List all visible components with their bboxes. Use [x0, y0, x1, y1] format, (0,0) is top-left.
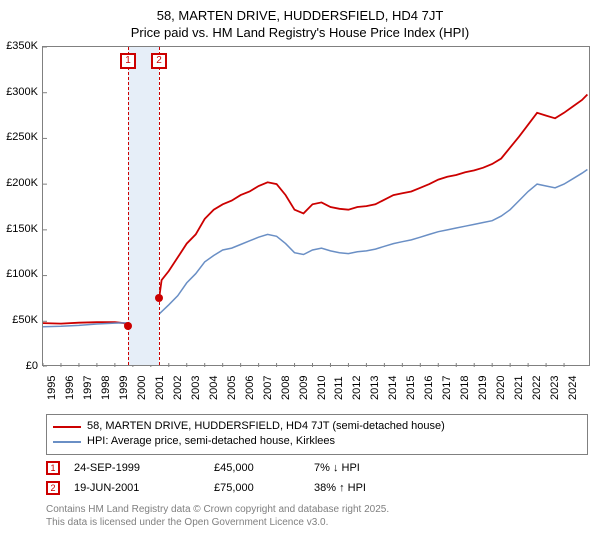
y-tick-label: £300K: [6, 86, 38, 98]
x-tick-label: 1995: [46, 375, 58, 399]
sale-price: £75,000: [214, 482, 314, 494]
legend-swatch: [53, 441, 81, 443]
y-tick-label: £250K: [6, 131, 38, 143]
x-tick-label: 2011: [333, 376, 345, 400]
y-tick-label: £100K: [6, 268, 38, 280]
y-tick-label: £150K: [6, 223, 38, 235]
y-tick-label: £0: [26, 360, 38, 372]
sale-dot-2: [155, 294, 163, 302]
series-hpi: [43, 169, 587, 326]
sale-row-1: 1 24-SEP-1999£45,0007% ↓ HPI: [46, 461, 600, 475]
plot-region: 12: [42, 46, 590, 366]
x-tick-label: 2010: [316, 375, 328, 399]
plot-svg: [43, 47, 591, 367]
x-tick-label: 2015: [405, 375, 417, 399]
x-tick-label: 2014: [387, 375, 399, 399]
x-tick-label: 2016: [423, 375, 435, 399]
footer-line1: Contains HM Land Registry data © Crown c…: [46, 503, 600, 516]
x-tick-label: 2020: [495, 375, 507, 399]
footer-line2: This data is licensed under the Open Gov…: [46, 516, 600, 529]
y-tick-label: £350K: [6, 40, 38, 52]
x-axis: 1995 1996 1997 1998 1999 2000 2001 2002 2003 2004…: [42, 366, 590, 406]
x-tick-label: 2004: [208, 375, 220, 399]
sale-row-marker: 1: [46, 461, 60, 475]
sale-vline-1: [128, 47, 129, 365]
x-tick-label: 2021: [513, 375, 525, 399]
x-tick-label: 2003: [190, 375, 202, 399]
y-tick-label: £50K: [12, 314, 38, 326]
sale-period-band: [128, 47, 159, 365]
x-tick-label: 2006: [244, 375, 256, 399]
x-tick-label: 2018: [459, 375, 471, 399]
legend: 58, MARTEN DRIVE, HUDDERSFIELD, HD4 7JT …: [46, 414, 588, 455]
sale-price: £45,000: [214, 462, 314, 474]
sale-marker-2: 2: [151, 53, 167, 69]
x-tick-label: 1998: [100, 375, 112, 399]
sale-marker-1: 1: [120, 53, 136, 69]
legend-row: 58, MARTEN DRIVE, HUDDERSFIELD, HD4 7JT …: [53, 419, 581, 434]
chart-area: £0£50K£100K£150K£200K£250K£300K£350K 12 …: [0, 46, 592, 366]
legend-swatch: [53, 426, 81, 428]
sale-dot-1: [124, 322, 132, 330]
legend-label: HPI: Average price, semi-detached house,…: [87, 434, 335, 449]
sale-pct: 38% ↑ HPI: [314, 482, 414, 494]
legend-label: 58, MARTEN DRIVE, HUDDERSFIELD, HD4 7JT …: [87, 419, 445, 434]
x-tick-label: 1996: [64, 375, 76, 399]
x-tick-label: 2023: [549, 375, 561, 399]
x-tick-label: 2013: [369, 375, 381, 399]
x-tick-label: 2024: [567, 375, 579, 399]
x-tick-label: 2000: [136, 375, 148, 399]
x-tick-label: 1997: [82, 375, 94, 399]
legend-row: HPI: Average price, semi-detached house,…: [53, 434, 581, 449]
sale-date: 24-SEP-1999: [74, 462, 214, 474]
x-tick-label: 2008: [280, 375, 292, 399]
x-tick-label: 2007: [262, 375, 274, 399]
x-tick-label: 2005: [226, 375, 238, 399]
sale-vline-2: [159, 47, 160, 365]
x-tick-label: 2017: [441, 375, 453, 399]
footer: Contains HM Land Registry data © Crown c…: [46, 503, 600, 529]
chart-subtitle: Price paid vs. HM Land Registry's House …: [0, 25, 600, 40]
chart-container: 58, MARTEN DRIVE, HUDDERSFIELD, HD4 7JT …: [0, 0, 600, 560]
x-tick-label: 2022: [531, 375, 543, 399]
series-price_paid: [43, 94, 587, 325]
sale-row-2: 2 19-JUN-2001£75,00038% ↑ HPI: [46, 481, 600, 495]
x-tick-label: 1999: [118, 375, 130, 399]
sale-date: 19-JUN-2001: [74, 482, 214, 494]
chart-title: 58, MARTEN DRIVE, HUDDERSFIELD, HD4 7JT: [0, 8, 600, 25]
x-tick-label: 2019: [477, 375, 489, 399]
x-tick-label: 2002: [172, 375, 184, 399]
x-tick-label: 2001: [154, 375, 166, 399]
sale-pct: 7% ↓ HPI: [314, 462, 414, 474]
sales-list: 1 24-SEP-1999£45,0007% ↓ HPI 2 19-JUN-2001£…: [0, 461, 600, 495]
y-tick-label: £200K: [6, 177, 38, 189]
sale-row-marker: 2: [46, 481, 60, 495]
y-axis: £0£50K£100K£150K£200K£250K£300K£350K: [0, 46, 40, 366]
x-tick-label: 2009: [298, 375, 310, 399]
x-tick-label: 2012: [351, 375, 363, 399]
